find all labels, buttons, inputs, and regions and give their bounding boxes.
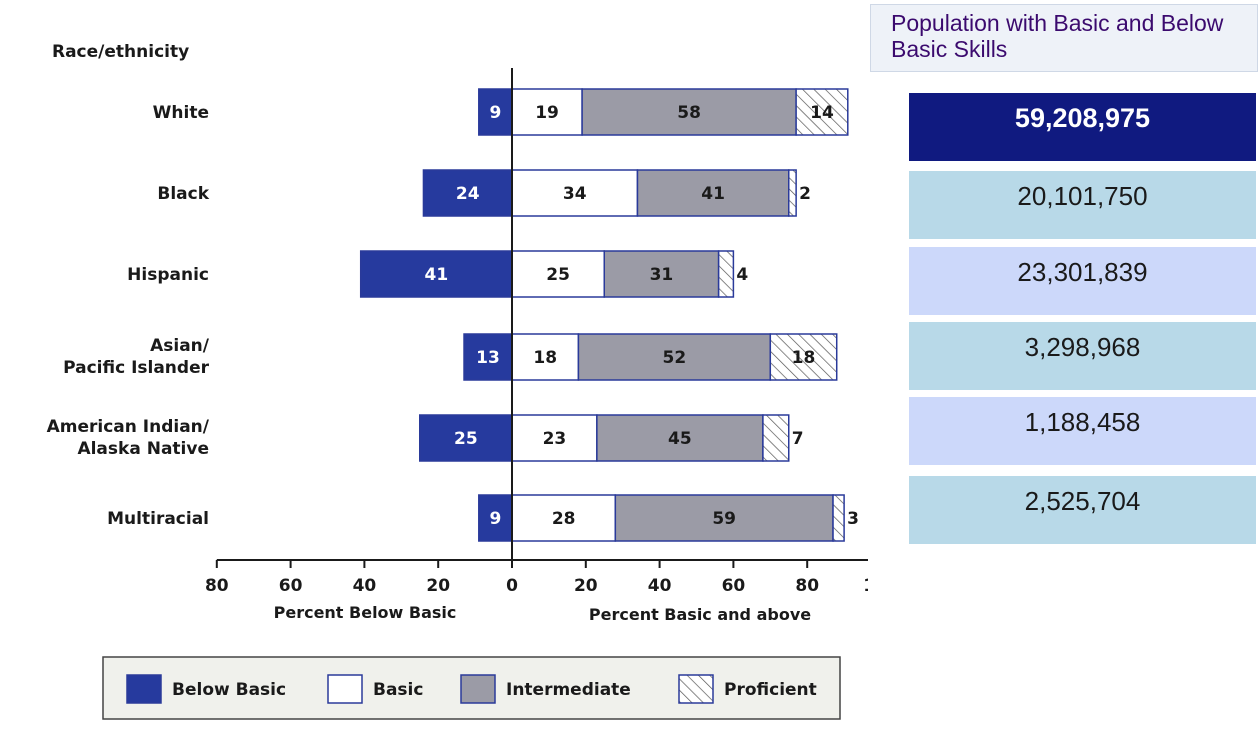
- bar-label-below-basic-black: 24: [456, 184, 480, 204]
- x-tick-label: 80: [205, 576, 229, 596]
- bar-label-intermediate-white: 58: [677, 103, 701, 123]
- bar-basic-asian-pacific-islander: [511, 333, 580, 381]
- x-axis-title-left: Percent Below Basic: [274, 603, 457, 622]
- bar-label-intermediate-black: 41: [701, 184, 725, 204]
- x-tick-label: 40: [648, 576, 672, 596]
- bar-label-basic-multiracial: 28: [552, 509, 576, 529]
- bar-label-proficient-american-indian-alaska-native: 7: [792, 429, 804, 449]
- category-label-hispanic: Hispanic: [127, 265, 209, 285]
- bar-label-below-basic-asian-pacific-islander: 13: [476, 348, 500, 368]
- bar-proficient-hispanic: [717, 250, 735, 298]
- bar-label-basic-hispanic: 25: [546, 265, 570, 285]
- legend-swatch-intermediate: [460, 674, 496, 704]
- legend-swatch-basic: [327, 674, 363, 704]
- x-tick-label: 40: [353, 576, 377, 596]
- bar-label-intermediate-multiracial: 59: [712, 509, 736, 529]
- population-value-hispanic: 23,301,839: [908, 246, 1257, 316]
- x-tick-label: 100: [863, 576, 868, 596]
- population-value-american-indian-alaska-native: 1,188,458: [908, 396, 1257, 466]
- bar-label-intermediate-hispanic: 31: [650, 265, 674, 285]
- bar-basic-multiracial: [511, 494, 617, 542]
- population-title: Population with Basic and Below Basic Sk…: [870, 4, 1258, 72]
- x-tick-label: 20: [574, 576, 598, 596]
- bar-below-basic-hispanic: [359, 250, 513, 298]
- bar-below-basic-black: [422, 169, 513, 217]
- population-value-multiracial: 2,525,704: [908, 475, 1257, 545]
- bar-proficient-asian-pacific-islander: [769, 333, 838, 381]
- legend-label-proficient: Proficient: [724, 680, 817, 700]
- bar-label-below-basic-american-indian-alaska-native: 25: [454, 429, 478, 449]
- bar-label-basic-black: 34: [563, 184, 587, 204]
- bar-label-basic-asian-pacific-islander: 18: [533, 348, 557, 368]
- bar-label-proficient-hispanic: 4: [736, 265, 748, 285]
- bar-intermediate-american-indian-alaska-native: [596, 414, 764, 462]
- bar-proficient-white: [795, 88, 849, 136]
- x-tick-label: 60: [722, 576, 746, 596]
- legend-swatch-below-basic: [126, 674, 162, 704]
- bar-label-proficient-multiracial: 3: [847, 509, 859, 529]
- bar-proficient-multiracial: [832, 494, 845, 542]
- x-tick-label: 20: [426, 576, 450, 596]
- bar-label-intermediate-asian-pacific-islander: 52: [663, 348, 687, 368]
- bar-label-proficient-asian-pacific-islander: 18: [792, 348, 816, 368]
- bar-intermediate-white: [581, 88, 797, 136]
- x-tick-label: 60: [279, 576, 303, 596]
- category-header: Race/ethnicity: [52, 42, 189, 62]
- population-value-white: 59,208,975: [908, 92, 1257, 162]
- bar-below-basic-white: [478, 88, 513, 136]
- bar-intermediate-hispanic: [603, 250, 720, 298]
- bar-label-proficient-black: 2: [799, 184, 811, 204]
- category-label-multiracial: Multiracial: [107, 509, 209, 529]
- bar-label-below-basic-white: 9: [489, 103, 501, 123]
- legend-swatch-proficient: [678, 674, 714, 704]
- population-value-black: 20,101,750: [908, 170, 1257, 240]
- legend-label-basic: Basic: [373, 680, 423, 700]
- bar-proficient-american-indian-alaska-native: [762, 414, 790, 462]
- category-label-white: White: [153, 103, 209, 123]
- bar-label-below-basic-multiracial: 9: [489, 509, 501, 529]
- population-panel: Population with Basic and Below Basic Sk…: [868, 0, 1259, 740]
- bar-proficient-black: [788, 169, 797, 217]
- bar-label-basic-white: 19: [535, 103, 559, 123]
- x-tick-label: 0: [506, 576, 518, 596]
- population-value-asian-pacific-islander: 3,298,968: [908, 321, 1257, 391]
- category-label-black: Black: [157, 184, 209, 204]
- bar-label-below-basic-hispanic: 41: [425, 265, 449, 285]
- bar-label-proficient-white: 14: [810, 103, 834, 123]
- bar-intermediate-asian-pacific-islander: [577, 333, 772, 381]
- category-label-asian-pacific-islander: Asian/Pacific Islander: [63, 336, 210, 378]
- legend-label-below-basic: Below Basic: [172, 680, 286, 700]
- legend-label-intermediate: Intermediate: [506, 680, 631, 700]
- bar-intermediate-black: [636, 169, 790, 217]
- bar-label-intermediate-american-indian-alaska-native: 45: [668, 429, 692, 449]
- x-tick-label: 80: [795, 576, 819, 596]
- category-label-american-indian-alaska-native: American Indian/Alaska Native: [47, 417, 210, 459]
- x-axis-title-right: Percent Basic and above: [589, 605, 811, 624]
- bar-label-basic-american-indian-alaska-native: 23: [543, 429, 567, 449]
- bar-basic-white: [511, 88, 583, 136]
- bar-intermediate-multiracial: [614, 494, 834, 542]
